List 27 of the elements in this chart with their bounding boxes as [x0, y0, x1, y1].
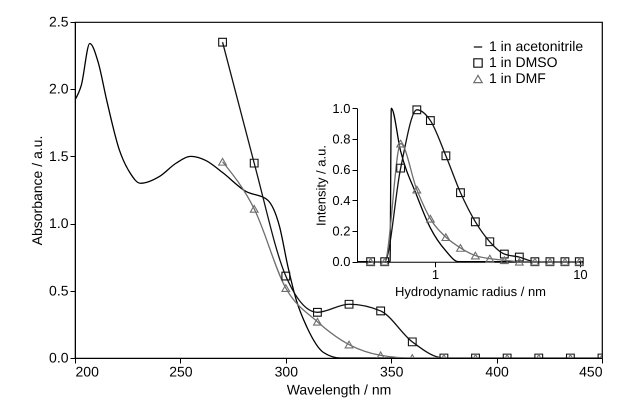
x-tick-label: 250: [169, 364, 193, 380]
y-axis-title: Absorbance / a.u.: [29, 136, 46, 246]
legend-label: 1 in DMF: [489, 70, 546, 86]
x-tick-label: 10: [573, 267, 588, 282]
y-tick-label: 0.4: [332, 192, 350, 208]
legend-label: 1 in acetonitrile: [489, 38, 584, 54]
x-tick-label: 350: [380, 364, 404, 380]
y-tick-label: 0.0: [49, 350, 69, 366]
x-tick-label: 400: [485, 364, 509, 380]
x-tick-label: 200: [76, 364, 100, 380]
y-tick-label: 0.2: [332, 224, 350, 239]
x-axis-title: Hydrodynamic radius / nm: [395, 284, 546, 300]
x-tick-label: 450: [579, 364, 603, 380]
y-tick-label: 1.5: [49, 148, 69, 164]
x-tick-label: 1: [432, 267, 440, 282]
y-tick-label: 1.0: [332, 100, 350, 116]
y-tick-label: 2.0: [49, 80, 69, 97]
x-tick-label: 300: [274, 364, 298, 380]
y-tick-label: 0.6: [332, 162, 350, 178]
y-axis-title: Intensity / a.u.: [313, 145, 328, 226]
y-tick-label: 0.0: [332, 254, 350, 270]
y-tick-label: 0.5: [49, 282, 69, 298]
legend-label: 1 in DMSO: [489, 54, 558, 70]
x-axis-title: Wavelength / nm: [286, 382, 392, 398]
y-tick-label: 0.8: [332, 131, 350, 146]
y-tick-label: 1.0: [49, 215, 69, 232]
y-tick-label: 2.5: [49, 14, 69, 30]
